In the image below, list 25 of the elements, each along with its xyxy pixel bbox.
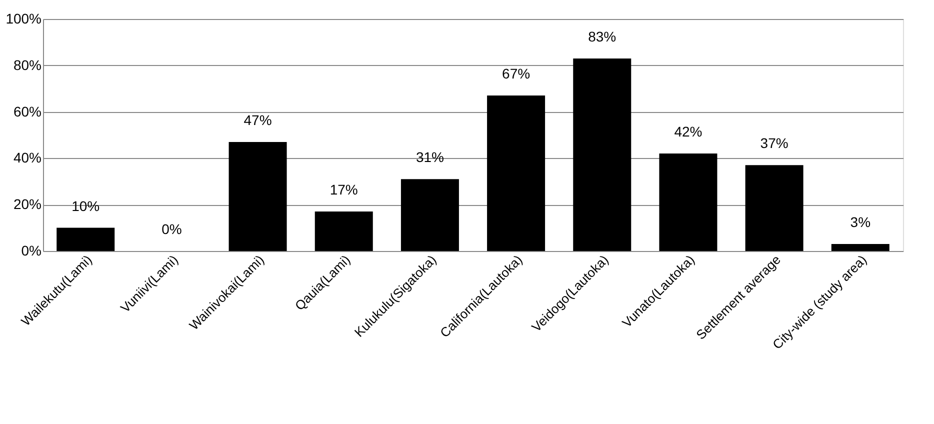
data-label: 31% [416,149,444,166]
data-label: 83% [588,28,616,44]
bar [831,244,890,251]
bar [56,228,115,251]
bar [659,154,718,251]
y-tick-label: 20% [13,196,42,212]
data-label: 37% [760,135,788,152]
bar [400,179,459,251]
bar [745,165,804,251]
bar [314,212,373,251]
data-label: 3% [850,214,871,230]
y-tick-label: 80% [13,56,42,73]
data-label: 17% [330,182,358,198]
data-label: 47% [244,112,272,128]
bar [573,58,632,251]
data-label: 0% [162,221,182,237]
y-tick-label: 0% [21,242,42,258]
y-tick-label: 100% [6,10,42,26]
y-tick-label: 40% [13,150,42,166]
y-tick-label: 60% [13,103,42,120]
data-label: 67% [502,66,530,82]
bar [487,96,546,251]
data-label: 42% [674,124,702,140]
bar [228,142,287,251]
data-label: 10% [72,198,100,214]
